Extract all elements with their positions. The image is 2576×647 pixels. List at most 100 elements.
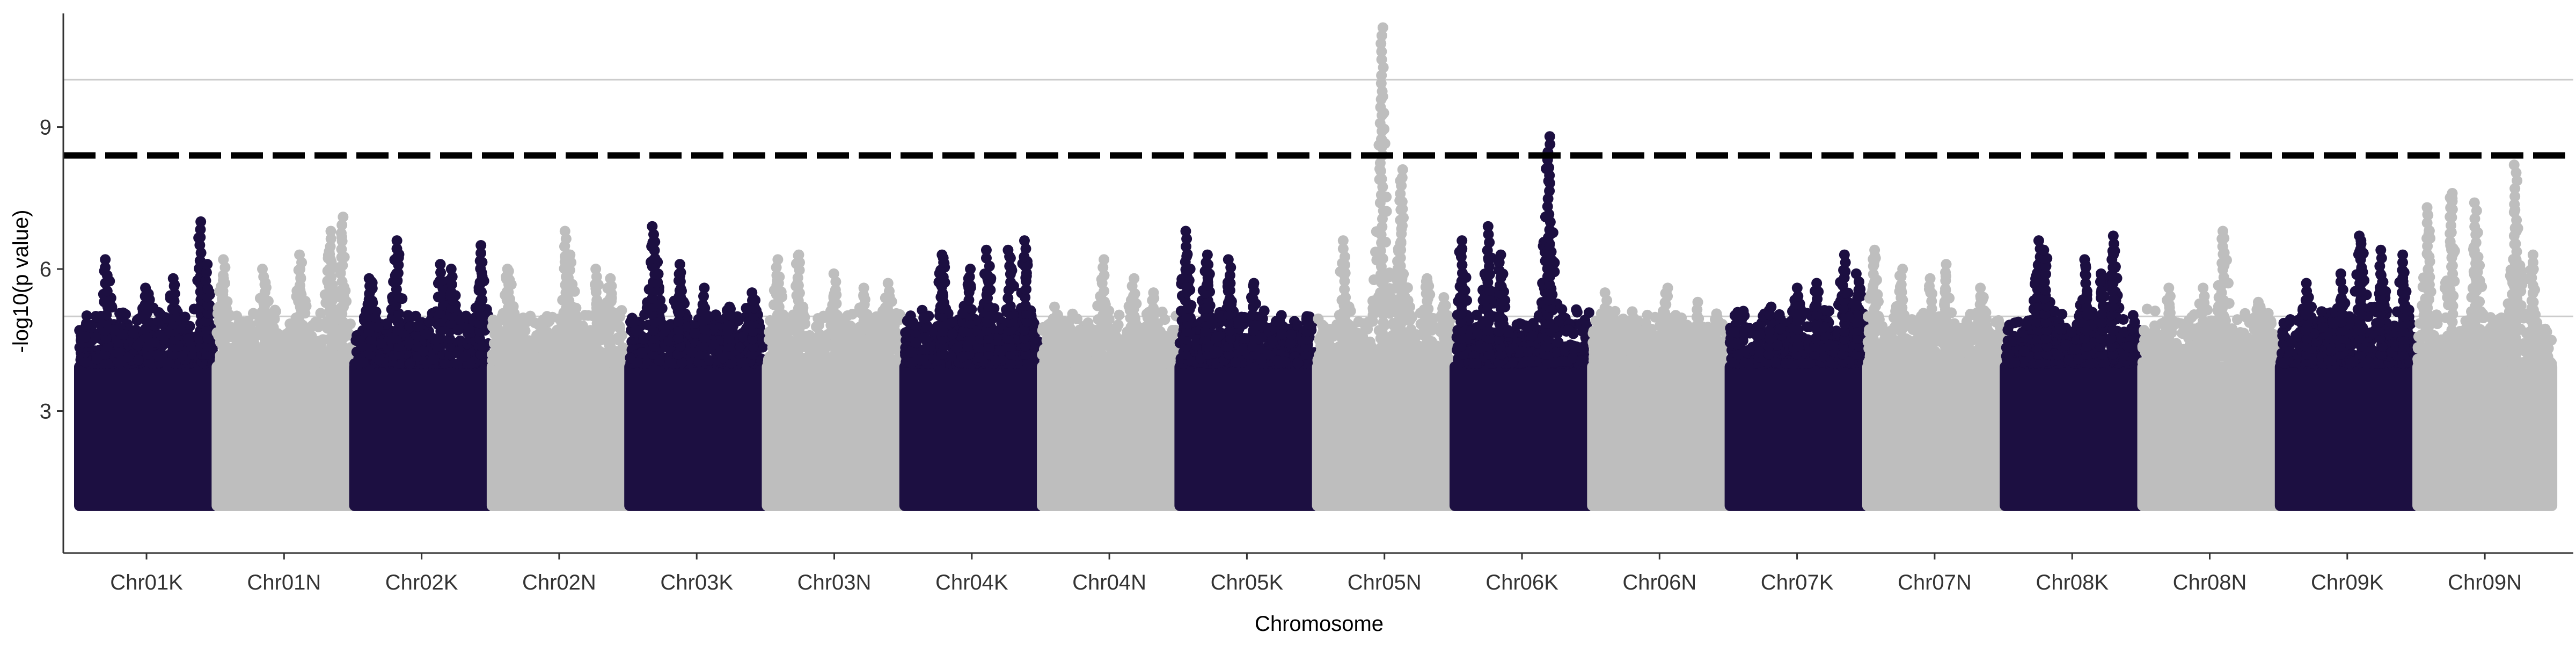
snp-point xyxy=(1338,235,1349,246)
snp-point xyxy=(1148,287,1159,298)
snp-point xyxy=(952,343,962,353)
snp-point xyxy=(1277,329,1287,340)
snp-point xyxy=(699,282,709,293)
snp-point xyxy=(675,259,685,270)
snp-point xyxy=(250,331,261,341)
snp-point xyxy=(1037,349,1048,360)
snp-point xyxy=(636,347,647,358)
snp-point xyxy=(128,328,138,338)
snp-point xyxy=(202,259,213,270)
snp-point xyxy=(804,349,815,360)
snp-point xyxy=(747,287,757,298)
snp-point xyxy=(1404,331,1415,342)
snp-point xyxy=(114,347,125,358)
snp-point xyxy=(936,250,947,260)
dense-points-chr03n xyxy=(762,361,907,511)
snp-point xyxy=(1002,245,1013,256)
snp-point xyxy=(1212,347,1223,358)
snp-point xyxy=(870,325,881,336)
snp-point xyxy=(428,354,438,365)
snp-point xyxy=(492,317,503,328)
snp-point xyxy=(1286,329,1297,340)
snp-point xyxy=(1327,355,1337,366)
snp-point xyxy=(1438,292,1449,303)
snp-point xyxy=(1353,328,1364,339)
snp-point xyxy=(1023,358,1034,369)
snp-point xyxy=(281,329,292,339)
snp-point xyxy=(524,353,535,364)
snp-point xyxy=(1159,314,1170,325)
snp-point xyxy=(537,324,548,335)
snp-point xyxy=(1180,226,1191,237)
snp-point xyxy=(1039,358,1050,369)
snp-point xyxy=(829,268,839,279)
snp-point xyxy=(1202,250,1213,260)
snp-point xyxy=(1049,302,1060,312)
snp-point xyxy=(811,334,822,345)
snp-point xyxy=(376,338,386,349)
snp-point xyxy=(435,259,446,270)
snp-point xyxy=(520,325,531,336)
snp-point xyxy=(330,358,340,369)
snp-point xyxy=(1316,329,1327,340)
snp-point xyxy=(392,235,402,246)
snp-point xyxy=(338,212,348,222)
snp-point xyxy=(243,358,253,369)
snp-point xyxy=(859,282,869,293)
snp-point xyxy=(614,321,625,332)
snp-point xyxy=(1064,322,1074,332)
snp-point xyxy=(1082,340,1093,351)
snp-point xyxy=(1114,310,1124,321)
snp-point xyxy=(525,311,536,322)
snp-point xyxy=(459,351,470,362)
snp-point xyxy=(314,357,325,367)
snp-point xyxy=(538,315,548,325)
snp-point xyxy=(638,333,649,344)
snp-point xyxy=(883,278,894,289)
snp-point xyxy=(1263,349,1274,360)
snp-point xyxy=(440,358,450,369)
dense-points-chr06k xyxy=(1450,361,1594,511)
dense-points-chr04k xyxy=(899,361,1044,511)
snp-point xyxy=(565,250,575,260)
snp-point xyxy=(294,250,305,260)
snp-point xyxy=(421,329,431,340)
snp-point xyxy=(738,357,749,368)
snp-point xyxy=(974,352,984,363)
dense-points-chr01k xyxy=(74,361,219,511)
snp-point xyxy=(1316,345,1327,356)
snp-point xyxy=(631,325,641,336)
snp-point xyxy=(535,335,546,346)
snp-point xyxy=(1081,324,1092,335)
snp-point xyxy=(230,328,241,338)
snp-point xyxy=(876,357,887,367)
snp-point xyxy=(1272,355,1283,366)
snp-point xyxy=(218,254,229,265)
snp-point xyxy=(590,264,601,274)
dense-points-chr04n xyxy=(1037,361,1182,511)
snp-point xyxy=(1359,348,1370,359)
snp-point xyxy=(100,254,111,265)
snp-point xyxy=(364,273,375,284)
snp-point xyxy=(552,358,563,368)
snp-point xyxy=(80,357,91,367)
snp-point xyxy=(1236,345,1247,355)
snp-point xyxy=(1248,278,1259,289)
snp-point xyxy=(412,321,423,332)
snp-point xyxy=(1072,351,1083,362)
snp-point xyxy=(560,226,570,237)
snp-point xyxy=(772,254,783,265)
snp-point xyxy=(1293,358,1304,368)
snp-point xyxy=(133,354,144,365)
snp-point xyxy=(316,346,327,357)
snp-point xyxy=(424,317,435,328)
snp-point xyxy=(905,347,916,358)
snp-point xyxy=(1301,311,1312,322)
snp-point xyxy=(547,333,558,344)
snp-point xyxy=(1359,318,1370,329)
snp-point xyxy=(502,264,513,274)
snp-point xyxy=(605,273,616,284)
snp-point xyxy=(1099,254,1109,265)
snp-point xyxy=(1114,358,1124,368)
